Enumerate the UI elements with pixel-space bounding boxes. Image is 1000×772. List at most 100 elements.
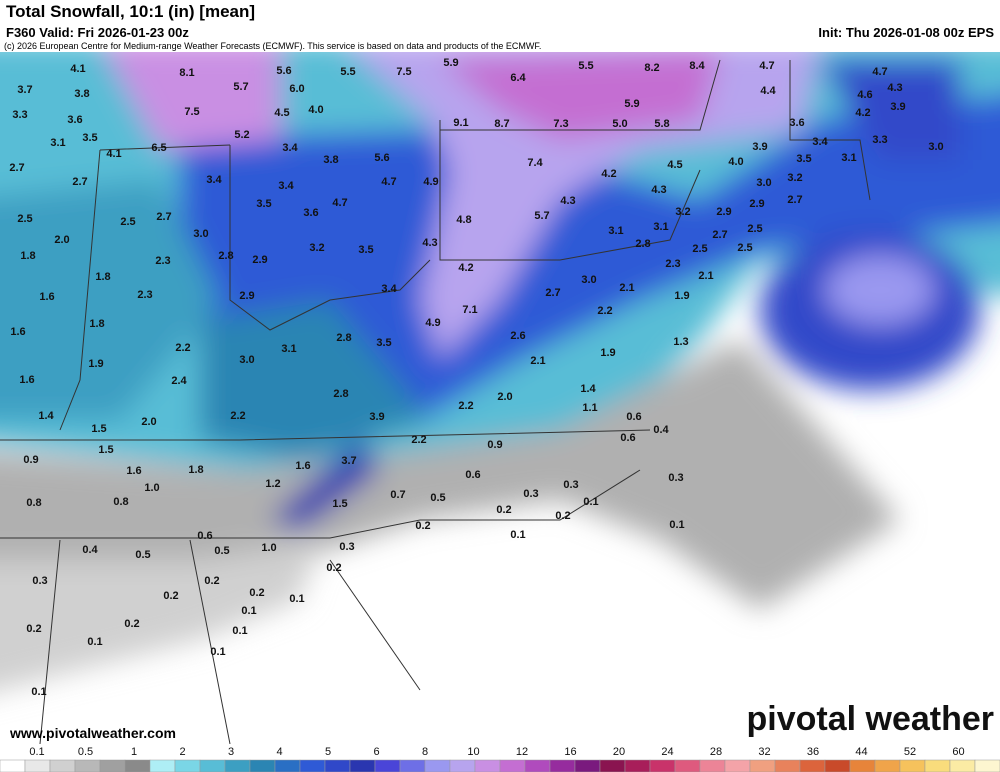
snow-label: 2.3 [155, 255, 170, 267]
snow-label: 0.4 [82, 544, 98, 556]
snow-label: 0.1 [289, 593, 304, 605]
snow-label: 4.1 [106, 148, 121, 160]
header-bar [0, 0, 1000, 52]
snow-label: 4.6 [857, 89, 872, 101]
snow-label: 1.8 [95, 271, 110, 283]
snow-label: 0.2 [249, 587, 264, 599]
legend-label: 20 [613, 746, 625, 758]
snow-label: 2.7 [712, 229, 727, 241]
legend-label: 12 [516, 746, 528, 758]
snow-label: 4.2 [458, 262, 473, 274]
snow-label: 0.2 [26, 623, 41, 635]
color-swatch [424, 759, 451, 772]
snow-label: 4.7 [759, 60, 774, 72]
snow-label: 2.2 [458, 400, 473, 412]
snow-label: 4.1 [70, 63, 85, 75]
snow-label: 0.3 [563, 479, 578, 491]
color-swatch [0, 759, 26, 772]
snow-label: 2.7 [72, 176, 87, 188]
snow-label: 6.4 [510, 72, 526, 84]
snow-label: 1.6 [295, 460, 310, 472]
snow-label: 1.3 [673, 336, 688, 348]
colorbar: 0.1 0.5 1 2 3 4 5 6 8 10 12 16 20 24 28 32 36 44 52 60 [0, 746, 1000, 772]
snow-label: 1.6 [39, 291, 54, 303]
snow-label: 2.8 [218, 250, 233, 262]
snow-label: 0.3 [32, 575, 47, 587]
color-swatch [899, 759, 926, 772]
snow-label: 7.1 [462, 304, 477, 316]
legend-label: 5 [325, 746, 331, 758]
snow-label: 0.6 [620, 432, 635, 444]
legend-label: 36 [807, 746, 819, 758]
color-swatch [374, 759, 401, 772]
snow-label: 0.2 [326, 562, 341, 574]
snow-label: 6.0 [289, 83, 304, 95]
snow-label: 5.0 [612, 118, 627, 130]
legend-label: 1 [131, 746, 137, 758]
snow-label: 2.9 [252, 254, 267, 266]
color-swatch [149, 759, 176, 772]
snow-label: 3.1 [281, 343, 296, 355]
snow-label: 4.5 [274, 107, 289, 119]
color-swatch [724, 759, 751, 772]
snow-label: 2.1 [530, 355, 545, 367]
snow-label: 0.1 [31, 686, 46, 698]
legend-label: 2 [179, 746, 185, 758]
snow-label: 2.7 [545, 287, 560, 299]
snow-label: 0.1 [210, 646, 225, 658]
snow-label: 2.2 [230, 410, 245, 422]
snow-label: 4.5 [667, 159, 682, 171]
snow-label: 5.9 [624, 98, 639, 110]
snow-label: 3.8 [74, 88, 89, 100]
color-swatch [324, 759, 351, 772]
snow-label: 3.0 [239, 354, 254, 366]
snow-label: 3.1 [50, 137, 65, 149]
snow-label: 0.2 [163, 590, 178, 602]
snow-label: 0.5 [214, 545, 229, 557]
snow-label: 2.5 [120, 216, 135, 228]
snow-label: 2.0 [497, 391, 512, 403]
init-time: Init: Thu 2026-01-08 00z EPS [818, 25, 994, 40]
snow-label: 1.8 [20, 250, 35, 262]
snow-label: 0.3 [668, 472, 683, 484]
snow-label: 0.6 [197, 530, 212, 542]
map-labels: 4.1 8.1 5.6 5.5 7.5 5.9 6.4 5.5 8.2 8.4 4.7 4.7 3.7 3… [9, 57, 943, 698]
snow-label: 1.4 [580, 383, 596, 395]
snow-label: 3.7 [17, 84, 32, 96]
snow-label: 1.5 [332, 498, 347, 510]
snow-label: 4.0 [308, 104, 323, 116]
snow-label: 3.1 [608, 225, 623, 237]
snow-label: 7.5 [396, 66, 411, 78]
snow-label: 3.5 [256, 198, 271, 210]
snow-label: 1.8 [188, 464, 203, 476]
snow-label: 0.1 [583, 496, 598, 508]
legend-label: 0.1 [29, 746, 44, 758]
snow-label: 2.2 [411, 434, 426, 446]
snow-label: 4.3 [887, 82, 902, 94]
snow-label: 4.3 [651, 184, 666, 196]
snow-label: 5.5 [340, 66, 355, 78]
snow-label: 1.5 [91, 423, 106, 435]
snow-label: 3.2 [787, 172, 802, 184]
snow-label: 0.1 [87, 636, 102, 648]
snow-label: 3.4 [282, 142, 298, 154]
color-swatch [274, 759, 301, 772]
snow-label: 2.7 [9, 162, 24, 174]
snow-label: 4.3 [422, 237, 437, 249]
snow-label: 3.4 [381, 283, 397, 295]
snow-label: 3.5 [358, 244, 373, 256]
snow-label: 3.0 [193, 228, 208, 240]
snow-label: 3.4 [206, 174, 222, 186]
color-swatch [599, 759, 626, 772]
snow-label: 3.6 [789, 117, 804, 129]
snow-label: 0.3 [339, 541, 354, 553]
snow-label: 0.8 [113, 496, 128, 508]
snow-label: 2.5 [692, 243, 707, 255]
snow-label: 0.2 [496, 504, 511, 516]
snow-label: 2.6 [510, 330, 525, 342]
legend-label: 24 [661, 746, 673, 758]
snow-label: 2.7 [156, 211, 171, 223]
color-swatch [974, 759, 1000, 772]
snow-label: 6.5 [151, 142, 166, 154]
snow-label: 0.2 [555, 510, 570, 522]
